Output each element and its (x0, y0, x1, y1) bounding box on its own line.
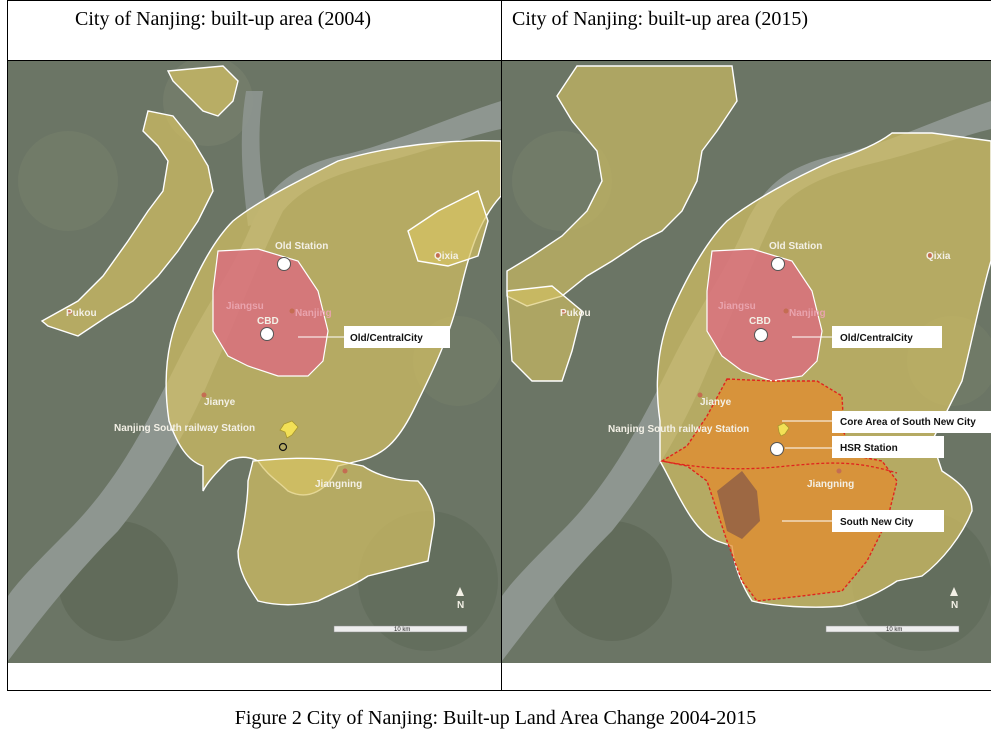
place-dot-qixia (435, 252, 441, 258)
callout-old-central-city: Old/CentralCity (840, 333, 913, 344)
place-dot-nanjing (289, 308, 295, 314)
callout-box-old-central-city (832, 326, 942, 348)
place-dot-jiangning (342, 468, 348, 474)
label-jiangning: Jiangning (807, 479, 854, 490)
label-jiangsu: Jiangsu (718, 301, 756, 312)
label-cbd: CBD (257, 316, 279, 327)
place-dot-pukou (67, 309, 73, 315)
label-jianye: Jianye (204, 397, 236, 408)
old-station-marker (277, 257, 291, 271)
place-dot-nanjing (783, 308, 789, 314)
label-old-station: Old Station (769, 241, 822, 252)
label-nanjing: Nanjing (295, 308, 332, 319)
core-area-boundary (661, 460, 898, 474)
callout-box-old-central-city (344, 326, 450, 348)
scale-bar (333, 625, 468, 633)
label-jianye: Jianye (700, 397, 732, 408)
scale-bar (825, 625, 960, 633)
sub-district-area (717, 471, 760, 539)
south-new-city-area (660, 378, 898, 602)
place-dot-jianye (201, 392, 207, 398)
label-south-railway-station: Nanjing South railway Station (114, 423, 255, 434)
north-label: N (457, 600, 464, 611)
place-dot-pukou (561, 309, 567, 315)
label-jiangning: Jiangning (315, 479, 362, 490)
north-label: N (951, 600, 958, 611)
figure-table (7, 0, 991, 691)
label-cbd: CBD (749, 316, 771, 327)
table-border-top (7, 0, 991, 1)
callout-old-central-city: Old/CentralCity (350, 333, 423, 344)
old-station-marker (771, 257, 785, 271)
hsr-station-marker (770, 442, 784, 456)
callout-hsr-station: HSR Station (840, 443, 898, 454)
cbd-marker (754, 328, 768, 342)
label-nanjing: Nanjing (789, 308, 826, 319)
panel-title-2004: City of Nanjing: built-up area (2004) (75, 8, 372, 30)
callout-box-south-new-city (832, 510, 944, 532)
callout-core-area: Core Area of South New City (840, 417, 976, 428)
north-arrow-icon (456, 587, 464, 596)
table-border-header (7, 60, 991, 61)
label-south-railway-station: Nanjing South railway Station (608, 424, 749, 435)
label-pukou: Pukou (66, 308, 97, 319)
label-jiangsu: Jiangsu (226, 301, 264, 312)
river-branch (241, 91, 270, 226)
callout-box-core-area (832, 411, 991, 433)
pin-icon (777, 422, 790, 437)
label-qixia: Qixia (926, 251, 951, 262)
map-2004: Old Station Qixia Pukou Jiangsu Nanjing … (8, 61, 501, 663)
pin-icon (279, 420, 299, 439)
callout-south-new-city: South New City (840, 517, 914, 528)
place-dot-jianye (697, 392, 703, 398)
label-old-station: Old Station (275, 241, 328, 252)
map-2015: Old Station Qixia Pukou Jiangsu Nanjing … (502, 61, 991, 663)
panel-title-2015: City of Nanjing: built-up area (2015) (512, 8, 809, 30)
table-border-left (7, 0, 8, 691)
cbd-marker (260, 327, 274, 341)
label-pukou: Pukou (560, 308, 591, 319)
scale-label: 10 km (394, 627, 410, 633)
scale-label: 10 km (886, 627, 902, 633)
built-up-area-2004 (40, 65, 501, 606)
place-dot-jiangning (836, 468, 842, 474)
north-arrow-icon (950, 587, 958, 596)
table-border-middle (501, 0, 502, 691)
figure-caption: Figure 2 City of Nanjing: Built-up Land … (234, 707, 757, 729)
place-dot-qixia (927, 252, 933, 258)
callout-box-hsr-station (832, 436, 944, 458)
old-central-city-area (212, 248, 329, 377)
south-station-marker (278, 442, 288, 452)
label-qixia: Qixia (434, 251, 459, 262)
table-border-bottom (7, 690, 991, 691)
old-central-city-area (706, 248, 823, 382)
